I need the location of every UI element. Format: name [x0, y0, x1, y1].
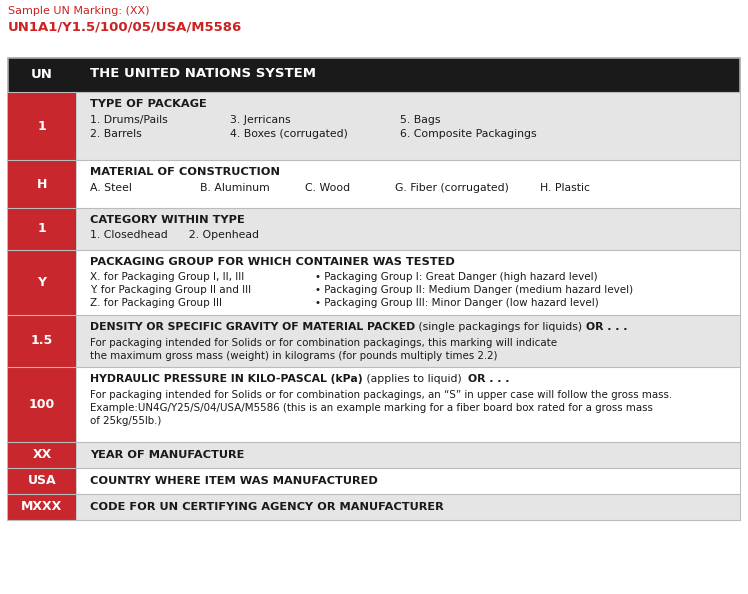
Bar — [8, 58, 740, 520]
Text: For packaging intended for Solids or for combination packagings, an “S” in upper: For packaging intended for Solids or for… — [90, 390, 672, 400]
Text: 1. Drums/Pails: 1. Drums/Pails — [90, 115, 168, 125]
Text: G. Fiber (corrugated): G. Fiber (corrugated) — [395, 183, 509, 193]
Text: CATEGORY WITHIN TYPE: CATEGORY WITHIN TYPE — [90, 215, 245, 225]
Text: USA: USA — [28, 475, 56, 488]
Text: UN: UN — [31, 68, 53, 81]
Bar — [76, 250, 740, 315]
Text: XX: XX — [32, 448, 52, 462]
Text: Example:UN4G/Y25/S/04/USA/M5586 (this is an example marking for a fiber board bo: Example:UN4G/Y25/S/04/USA/M5586 (this is… — [90, 403, 653, 413]
Text: H. Plastic: H. Plastic — [540, 183, 590, 193]
Bar — [76, 160, 740, 208]
Bar — [76, 208, 740, 250]
Text: OR . . .: OR . . . — [586, 322, 628, 332]
Text: Sample UN Marking: (XX): Sample UN Marking: (XX) — [8, 6, 150, 16]
Text: • Packaging Group II: Medium Danger (medium hazard level): • Packaging Group II: Medium Danger (med… — [315, 285, 633, 295]
Bar — [8, 92, 76, 160]
Text: CODE FOR UN CERTIFYING AGENCY OR MANUFACTURER: CODE FOR UN CERTIFYING AGENCY OR MANUFAC… — [90, 502, 444, 512]
Text: UN1A1/Y1.5/100/05/USA/M5586: UN1A1/Y1.5/100/05/USA/M5586 — [8, 20, 242, 33]
Text: YEAR OF MANUFACTURE: YEAR OF MANUFACTURE — [90, 450, 245, 460]
Text: C. Wood: C. Wood — [305, 183, 350, 193]
Text: 100: 100 — [29, 397, 55, 410]
Bar — [8, 367, 76, 442]
Text: 6. Composite Packagings: 6. Composite Packagings — [400, 129, 536, 139]
Bar — [8, 315, 76, 367]
Text: PACKAGING GROUP FOR WHICH CONTAINER WAS TESTED: PACKAGING GROUP FOR WHICH CONTAINER WAS … — [90, 257, 455, 267]
Bar — [76, 494, 740, 520]
Text: HYDRAULIC PRESSURE IN KILO-PASCAL (kPa): HYDRAULIC PRESSURE IN KILO-PASCAL (kPa) — [90, 374, 363, 384]
Text: TYPE OF PACKAGE: TYPE OF PACKAGE — [90, 99, 206, 109]
Text: (single packagings for liquids): (single packagings for liquids) — [415, 322, 586, 332]
Text: COUNTRY WHERE ITEM WAS MANUFACTURED: COUNTRY WHERE ITEM WAS MANUFACTURED — [90, 476, 378, 486]
Bar — [8, 442, 76, 468]
Text: H: H — [37, 178, 47, 191]
Bar — [8, 58, 740, 92]
Bar — [76, 367, 740, 442]
Bar — [76, 315, 740, 367]
Bar — [76, 442, 740, 468]
Bar — [76, 92, 740, 160]
Text: A. Steel: A. Steel — [90, 183, 132, 193]
Text: Y: Y — [37, 276, 46, 289]
Text: 4. Boxes (corrugated): 4. Boxes (corrugated) — [230, 129, 348, 139]
Bar — [8, 468, 76, 494]
Text: MXXX: MXXX — [22, 501, 63, 513]
Text: THE UNITED NATIONS SYSTEM: THE UNITED NATIONS SYSTEM — [90, 67, 316, 80]
Bar — [8, 250, 76, 315]
Text: X. for Packaging Group I, II, III: X. for Packaging Group I, II, III — [90, 272, 245, 282]
Text: of 25kg/55lb.): of 25kg/55lb.) — [90, 416, 162, 426]
Bar — [76, 468, 740, 494]
Text: • Packaging Group I: Great Danger (high hazard level): • Packaging Group I: Great Danger (high … — [315, 272, 598, 282]
Text: (applies to liquid): (applies to liquid) — [363, 374, 468, 384]
Text: MATERIAL OF CONSTRUCTION: MATERIAL OF CONSTRUCTION — [90, 167, 280, 177]
Text: DENSITY OR SPECIFIC GRAVITY OF MATERIAL PACKED: DENSITY OR SPECIFIC GRAVITY OF MATERIAL … — [90, 322, 415, 332]
Text: 2. Barrels: 2. Barrels — [90, 129, 142, 139]
Text: Z. for Packaging Group III: Z. for Packaging Group III — [90, 298, 222, 308]
Text: 1. Closedhead      2. Openhead: 1. Closedhead 2. Openhead — [90, 230, 259, 240]
Bar — [8, 208, 76, 250]
Text: the maximum gross mass (weight) in kilograms (for pounds multiply times 2.2): the maximum gross mass (weight) in kilog… — [90, 351, 497, 361]
Text: 1: 1 — [37, 119, 46, 132]
Text: B. Aluminum: B. Aluminum — [200, 183, 270, 193]
Text: For packaging intended for Solids or for combination packagings, this marking wi: For packaging intended for Solids or for… — [90, 338, 557, 348]
Bar — [8, 160, 76, 208]
Text: 1.5: 1.5 — [31, 334, 53, 347]
Text: 5. Bags: 5. Bags — [400, 115, 441, 125]
Text: OR . . .: OR . . . — [468, 374, 510, 384]
Bar — [8, 494, 76, 520]
Text: • Packaging Group III: Minor Danger (low hazard level): • Packaging Group III: Minor Danger (low… — [315, 298, 598, 308]
Text: 1: 1 — [37, 223, 46, 235]
Text: Y. for Packaging Group II and III: Y. for Packaging Group II and III — [90, 285, 251, 295]
Text: 3. Jerricans: 3. Jerricans — [230, 115, 291, 125]
